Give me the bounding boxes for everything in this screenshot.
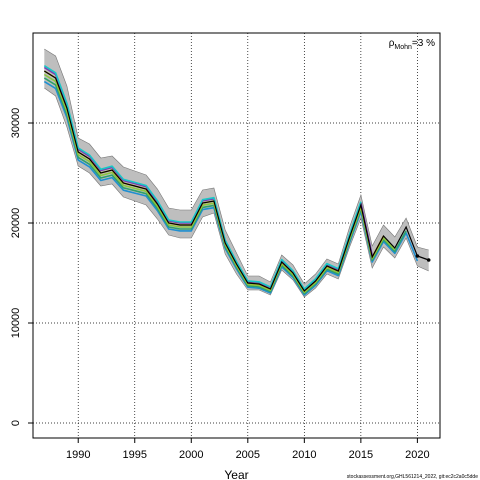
band-lower-edge (44, 87, 429, 298)
grid-lines (33, 33, 440, 438)
y-tick-label: 30000 (10, 108, 22, 139)
x-axis-title: Year (224, 468, 248, 480)
x-tick-label: 2015 (349, 449, 373, 461)
peel-line (43, 65, 362, 290)
x-tick-label: 1990 (66, 449, 90, 461)
band-upper-edge (44, 48, 429, 285)
estimate-point (415, 254, 420, 258)
confidence-band-area (44, 49, 429, 297)
y-tick-label: 10000 (10, 308, 22, 339)
peel-line (43, 77, 407, 295)
estimate-lines (43, 70, 431, 292)
x-tick-label: 1995 (123, 449, 147, 461)
x-tick-label: 2005 (236, 449, 260, 461)
x-tick-label: 2020 (405, 449, 429, 461)
peel-line (43, 66, 373, 291)
x-tick-label: 2010 (292, 449, 316, 461)
confidence-band (44, 48, 429, 298)
y-tick-label: 0 (10, 420, 22, 426)
estimate-line (43, 70, 429, 292)
mohn-rho-subscript: Mohn (394, 44, 412, 51)
y-tick-label: 20000 (10, 208, 22, 239)
plot-frame (32, 32, 441, 439)
mohn-rho-symbol: ρ (389, 38, 395, 49)
peel-line (43, 70, 385, 292)
mohn-rho-value: =3 % (412, 38, 435, 49)
estimate-point (426, 258, 431, 262)
x-tick-label: 2000 (179, 449, 203, 461)
footer-credit: stockassessment.org,GHL561214_2022, git:… (347, 474, 478, 480)
mohn-rho-annotation: ρMohn=3 % (389, 38, 435, 51)
axes: 1990 1995 2000 2005 2010 2015 2020 0 10000 20000 3… (10, 108, 430, 461)
